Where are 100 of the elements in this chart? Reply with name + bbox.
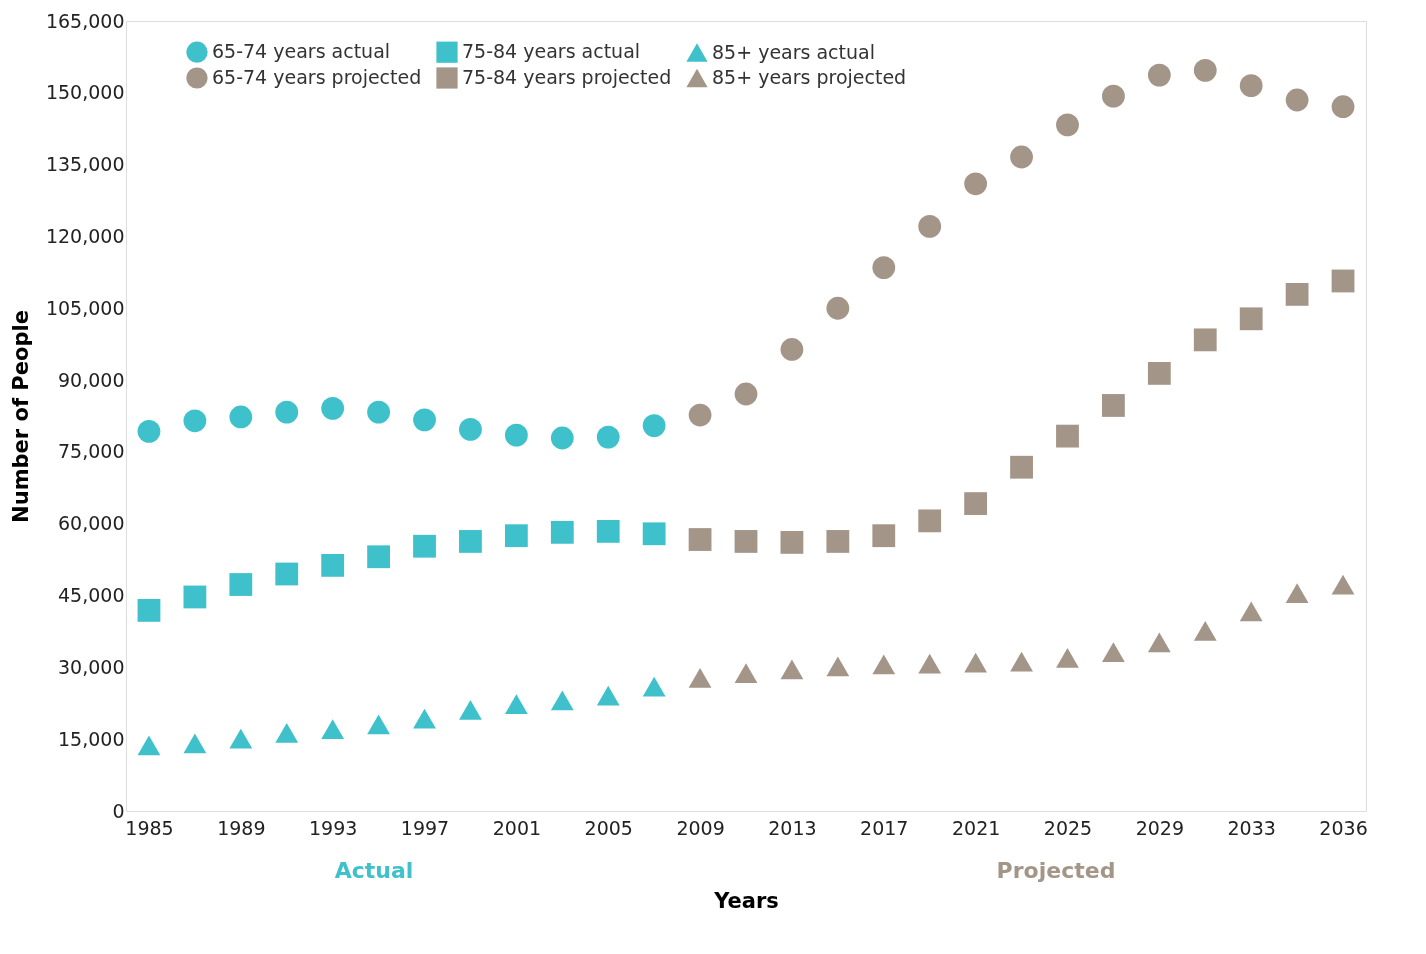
point bbox=[826, 530, 850, 553]
x-tick-label: 1997 bbox=[400, 816, 450, 839]
x-tick-label: 2029 bbox=[1135, 816, 1185, 839]
y-tick-label: 75,000 bbox=[58, 440, 125, 463]
point bbox=[459, 418, 482, 441]
point bbox=[183, 733, 207, 754]
point bbox=[1056, 647, 1079, 668]
point bbox=[550, 426, 574, 450]
point bbox=[183, 585, 207, 609]
point bbox=[826, 656, 850, 677]
x-tick-label: 2033 bbox=[1227, 816, 1276, 839]
y-tick-label: 60,000 bbox=[58, 512, 125, 535]
point bbox=[918, 653, 942, 674]
y-tick-label: 15,000 bbox=[58, 727, 125, 750]
point bbox=[964, 652, 988, 673]
point bbox=[918, 215, 942, 238]
point bbox=[1147, 632, 1171, 653]
point bbox=[504, 524, 528, 548]
legend-label: 65-74 years projected bbox=[212, 66, 422, 88]
point bbox=[321, 396, 345, 420]
y-tick-label: 150,000 bbox=[45, 81, 125, 104]
x-tick-label: 2009 bbox=[676, 816, 725, 839]
x-axis-title: Years bbox=[713, 888, 779, 913]
point bbox=[229, 405, 253, 429]
point bbox=[137, 419, 161, 443]
point bbox=[229, 728, 253, 749]
point bbox=[1147, 361, 1171, 385]
point bbox=[734, 530, 758, 553]
point bbox=[1331, 574, 1355, 595]
point bbox=[413, 534, 436, 558]
point bbox=[596, 425, 620, 449]
point bbox=[1239, 307, 1263, 331]
point bbox=[872, 654, 896, 675]
point bbox=[367, 545, 390, 569]
point bbox=[1056, 424, 1079, 448]
point bbox=[1010, 651, 1033, 672]
point bbox=[367, 714, 390, 735]
y-tick-label: 0 bbox=[112, 799, 125, 822]
x-tick-label: 2021 bbox=[951, 816, 1001, 839]
point bbox=[183, 409, 207, 433]
point bbox=[964, 492, 988, 516]
point bbox=[1147, 63, 1171, 87]
y-tick-label: 105,000 bbox=[45, 296, 125, 319]
y-tick-label: 90,000 bbox=[58, 368, 125, 391]
y-tick-label: 120,000 bbox=[45, 224, 125, 247]
point bbox=[642, 522, 666, 546]
point bbox=[826, 296, 850, 320]
legend-label: 75-84 years actual bbox=[462, 40, 641, 63]
point bbox=[229, 573, 253, 596]
x-tick-label: 1993 bbox=[308, 816, 358, 839]
y-axis-title: Number of People bbox=[8, 310, 33, 523]
point bbox=[1285, 583, 1309, 604]
point bbox=[1285, 282, 1309, 306]
point bbox=[596, 519, 620, 543]
point bbox=[780, 531, 804, 554]
point bbox=[596, 685, 620, 706]
point bbox=[321, 553, 345, 577]
point bbox=[137, 598, 161, 622]
y-tick-label: 45,000 bbox=[58, 584, 125, 607]
x-tick-label: 2017 bbox=[860, 816, 909, 839]
point bbox=[550, 520, 574, 544]
point bbox=[504, 694, 528, 715]
point bbox=[459, 700, 482, 720]
point bbox=[1331, 269, 1355, 293]
x-tick-label: 2025 bbox=[1043, 816, 1093, 839]
point bbox=[734, 663, 758, 683]
point bbox=[1102, 394, 1125, 417]
point bbox=[1331, 95, 1355, 119]
legend-label: 85+ years actual bbox=[712, 40, 875, 63]
x-tick-label: 1985 bbox=[125, 816, 174, 839]
point bbox=[137, 735, 161, 756]
x-tick-label: 2036 bbox=[1319, 816, 1368, 839]
x-tick-label: 2013 bbox=[768, 816, 817, 839]
point bbox=[1010, 145, 1033, 169]
point bbox=[872, 256, 896, 279]
x-tick-label: 1989 bbox=[217, 816, 266, 839]
legend-label: 75-84 years projected bbox=[462, 66, 672, 88]
point bbox=[504, 423, 528, 447]
point bbox=[1102, 642, 1125, 662]
y-tick-label: 165,000 bbox=[45, 9, 125, 32]
point bbox=[688, 403, 712, 427]
point bbox=[459, 530, 482, 553]
x-tick-label: 2005 bbox=[584, 816, 633, 839]
y-tick-label: 135,000 bbox=[45, 153, 125, 176]
point bbox=[734, 382, 758, 406]
point bbox=[688, 668, 712, 688]
point bbox=[1010, 455, 1033, 479]
point bbox=[688, 528, 712, 551]
point bbox=[413, 408, 436, 432]
point bbox=[1285, 88, 1309, 112]
text: Actual bbox=[334, 858, 414, 883]
point bbox=[413, 708, 436, 729]
x-tick-label: 2001 bbox=[492, 816, 542, 839]
point bbox=[642, 676, 666, 697]
point bbox=[1193, 621, 1217, 641]
point bbox=[1239, 601, 1263, 622]
point bbox=[550, 690, 574, 711]
y-tick-label: 30,000 bbox=[58, 655, 125, 678]
text: Projected bbox=[996, 858, 1116, 883]
point bbox=[780, 659, 804, 680]
